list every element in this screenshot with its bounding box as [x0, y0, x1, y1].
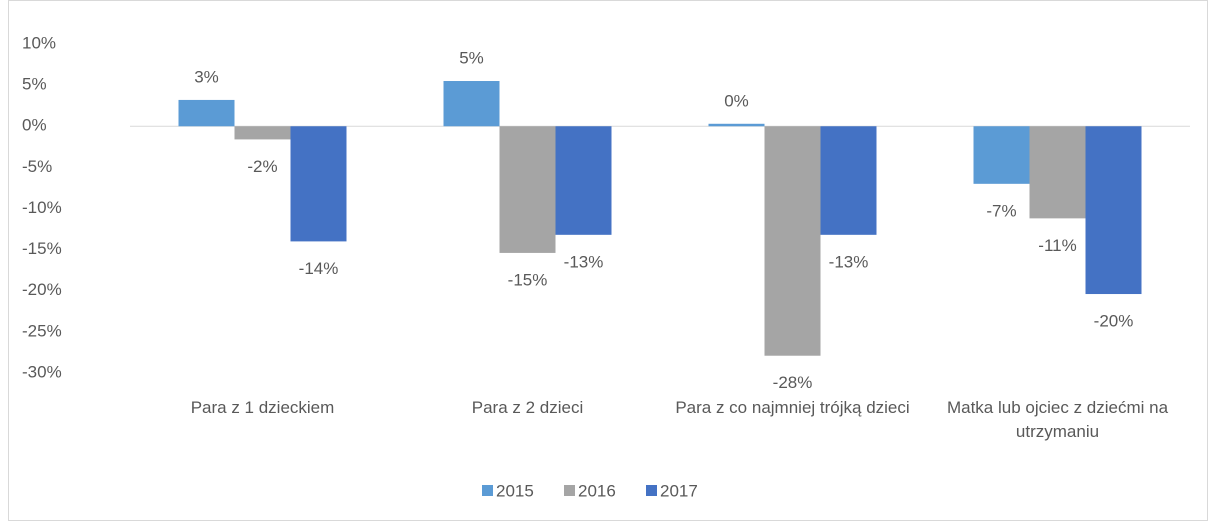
x-tick-label: Para z 2 dzieci — [471, 398, 584, 417]
legend-swatch — [482, 485, 493, 496]
data-label: -11% — [1038, 236, 1076, 255]
y-tick-label: -25% — [22, 321, 62, 340]
legend-label: 2015 — [496, 481, 534, 500]
y-tick-label: -5% — [22, 157, 52, 176]
data-label: -7% — [986, 201, 1016, 220]
y-tick-label: -15% — [22, 239, 62, 258]
bar — [290, 126, 347, 242]
y-tick-label: 5% — [22, 75, 47, 94]
data-label: 0% — [724, 91, 749, 110]
bar — [973, 126, 1030, 184]
chart-frame — [8, 0, 1208, 521]
data-label: -15% — [508, 270, 548, 289]
y-tick-label: -20% — [22, 280, 62, 299]
bar — [764, 126, 821, 356]
data-label: 3% — [194, 67, 219, 86]
y-tick-label: -10% — [22, 198, 62, 217]
data-label: -2% — [247, 157, 277, 176]
legend-swatch — [564, 485, 575, 496]
y-tick-label: 0% — [22, 116, 47, 135]
bar — [499, 126, 556, 253]
data-label: -28% — [773, 373, 813, 392]
data-label: -13% — [564, 252, 604, 271]
bar — [1085, 126, 1142, 295]
bar — [820, 126, 877, 235]
bar — [178, 99, 235, 127]
data-label: -20% — [1094, 312, 1134, 331]
legend-label: 2016 — [578, 481, 616, 500]
y-tick-label: 10% — [22, 33, 56, 52]
legend-label: 2017 — [660, 481, 698, 500]
x-tick-label: Para z co najmniej trójką dzieci — [675, 398, 910, 417]
bar — [443, 81, 500, 127]
bar — [708, 123, 765, 127]
x-tick-label: Matka lub ojciec z dziećmi na utrzymaniu — [946, 398, 1169, 441]
data-label: 5% — [459, 48, 484, 67]
data-label: -14% — [299, 259, 339, 278]
y-tick-label: -30% — [22, 362, 62, 381]
bar — [1029, 126, 1086, 219]
bar — [234, 126, 291, 140]
data-label: -13% — [829, 252, 869, 271]
legend-swatch — [646, 485, 657, 496]
bar — [555, 126, 612, 235]
x-tick-label: Para z 1 dzieckiem — [190, 398, 335, 417]
